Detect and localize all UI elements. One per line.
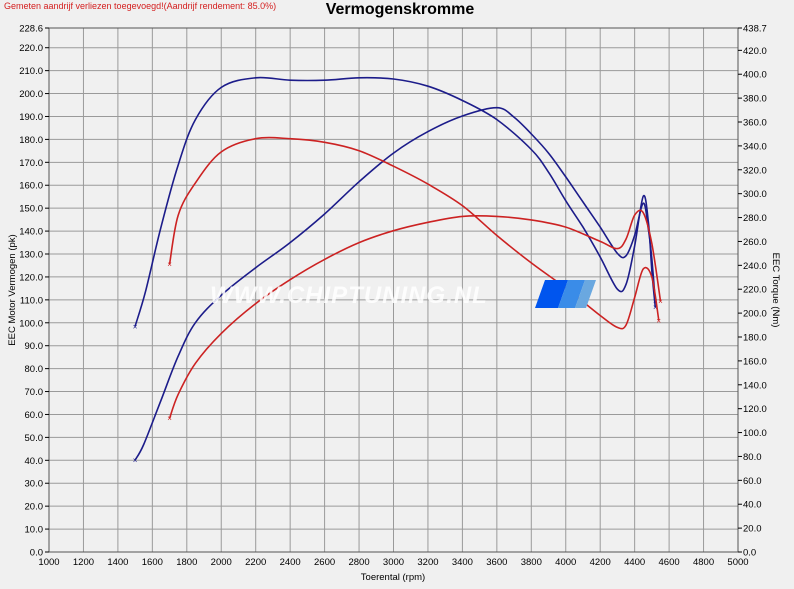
y-tick-label: 130.0 [19, 250, 43, 261]
y-tick-label: 10.0 [25, 525, 44, 536]
x-tick-label: 1200 [73, 557, 94, 568]
y2-tick-label: 420.0 [743, 46, 767, 57]
y-tick-label: 170.0 [19, 158, 43, 169]
chart-title: Vermogenskromme [325, 1, 475, 18]
y2-axis-label: EEC Torque (Nm) [770, 253, 781, 328]
watermark: WWW.CHIPTUNING.NL [210, 280, 596, 309]
x-tick-label: 2600 [314, 557, 335, 568]
series-point-marker: × [167, 260, 172, 269]
y2-tick-label: 160.0 [743, 356, 767, 367]
y-tick-label: 210.0 [19, 66, 43, 77]
x-tick-label: 3200 [417, 557, 438, 568]
y-tick-label: 220.0 [19, 43, 43, 54]
series-point-marker: × [656, 316, 661, 325]
series-point-marker: × [167, 414, 172, 423]
y2-tick-label: 300.0 [743, 189, 767, 200]
y2-tick-label: 260.0 [743, 237, 767, 248]
y2-tick-label: 438.7 [743, 24, 767, 35]
y2-tick-label: 320.0 [743, 165, 767, 176]
x-axis-ticks: 1000 1200 1400 1600 1800 2000 2200 2400 2600 2800… [38, 557, 748, 568]
y-tick-label: 150.0 [19, 204, 43, 215]
y2-tick-label: 380.0 [743, 94, 767, 105]
plot-frame [48, 27, 739, 553]
series-point-marker: × [133, 456, 138, 465]
y2-tick-label: 40.0 [743, 500, 762, 511]
x-tick-label: 2400 [280, 557, 301, 568]
y-axis-ticks: 0.0 10.0 20.0 30.0 40.0 50.0 60.0 70.0 80.0 90.0 1… [19, 24, 49, 559]
series-line-3 [168, 136, 660, 330]
y-tick-label: 100.0 [19, 318, 43, 329]
y-tick-label: 60.0 [25, 410, 44, 421]
y-tick-label: 90.0 [25, 341, 44, 352]
x-tick-label: 4600 [659, 557, 680, 568]
x-tick-label: 3400 [452, 557, 473, 568]
y-tick-label: 40.0 [25, 456, 44, 467]
y-tick-label: 50.0 [25, 433, 44, 444]
x-tick-label: 1000 [38, 557, 59, 568]
series-point-marker: × [133, 322, 138, 331]
y-tick-label: 140.0 [19, 227, 43, 238]
y2-tick-label: 20.0 [743, 524, 762, 535]
y2-tick-label: 400.0 [743, 70, 767, 81]
y-tick-label: 20.0 [25, 502, 44, 513]
y-tick-label: 200.0 [19, 89, 43, 100]
y-axis-label: EEC Motor Vermogen (pk) [7, 234, 18, 345]
y-tick-label: 190.0 [19, 112, 43, 123]
x-tick-label: 3000 [383, 557, 404, 568]
x-tick-label: 2000 [211, 557, 232, 568]
series-lines: ×××××××× [133, 76, 663, 465]
x-tick-label: 1600 [142, 557, 163, 568]
x-tick-label: 2200 [245, 557, 266, 568]
y2-tick-label: 200.0 [743, 309, 767, 320]
y2-tick-label: 280.0 [743, 213, 767, 224]
y-tick-label: 120.0 [19, 272, 43, 283]
x-tick-label: 1400 [107, 557, 128, 568]
watermark-logo-bar-2 [558, 280, 585, 308]
y2-tick-label: 360.0 [743, 118, 767, 129]
x-tick-label: 4000 [555, 557, 576, 568]
y-tick-label: 80.0 [25, 364, 44, 375]
y-tick-label: 180.0 [19, 135, 43, 146]
y-tick-label: 0.0 [30, 548, 43, 559]
x-axis-label: Toerental (rpm) [361, 572, 425, 583]
x-tick-label: 4400 [624, 557, 645, 568]
y-tick-label: 228.6 [19, 24, 43, 35]
y2-tick-label: 60.0 [743, 476, 762, 487]
y-tick-label: 110.0 [20, 295, 43, 306]
x-tick-label: 4200 [590, 557, 611, 568]
x-tick-label: 3600 [486, 557, 507, 568]
drivetrain-loss-note: Gemeten aandrijf verliezen toegevoegd!(A… [4, 1, 277, 11]
y-tick-label: 70.0 [25, 387, 44, 398]
series-line-1 [134, 76, 657, 327]
series-line-4 [168, 209, 662, 419]
y-tick-label: 160.0 [19, 181, 43, 192]
y-tick-label: 30.0 [25, 479, 44, 490]
y2-tick-label: 120.0 [743, 404, 767, 415]
x-tick-label: 4800 [693, 557, 714, 568]
x-tick-label: 5000 [727, 557, 748, 568]
x-tick-label: 2800 [348, 557, 369, 568]
watermark-text: WWW.CHIPTUNING.NL [210, 282, 488, 309]
y2-tick-label: 140.0 [743, 380, 767, 391]
series-point-marker: × [653, 303, 658, 312]
watermark-logo-bar-3 [575, 280, 596, 308]
series-line-2 [134, 106, 657, 461]
y2-axis-ticks: 0.0 20.0 40.0 60.0 80.0 100.0 120.0 140.0 160.0 1… [738, 24, 767, 559]
y2-tick-label: 80.0 [743, 452, 762, 463]
x-tick-label: 1800 [176, 557, 197, 568]
series-point-marker: × [658, 297, 663, 306]
y2-tick-label: 100.0 [743, 428, 767, 439]
y2-tick-label: 0.0 [743, 548, 756, 559]
watermark-logo-bar-1 [535, 280, 568, 308]
x-tick-label: 3800 [521, 557, 542, 568]
y2-tick-label: 180.0 [743, 333, 767, 344]
y2-tick-label: 340.0 [743, 141, 767, 152]
y2-tick-label: 240.0 [743, 261, 767, 272]
y2-tick-label: 220.0 [743, 285, 767, 296]
